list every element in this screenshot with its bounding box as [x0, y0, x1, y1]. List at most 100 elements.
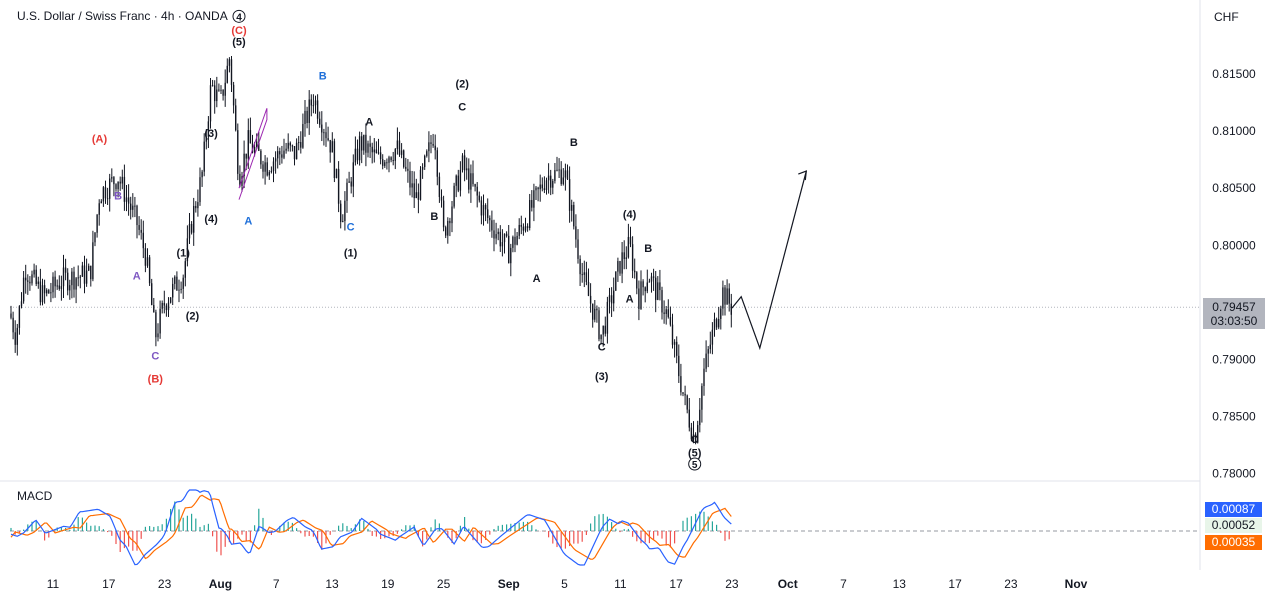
- candle-body: [589, 295, 592, 304]
- candle-body: [20, 301, 23, 307]
- candle-body: [98, 203, 100, 215]
- candle-body: [583, 272, 585, 275]
- wave-label: C: [598, 341, 606, 353]
- candle-body: [667, 309, 669, 318]
- candle-body: [482, 205, 485, 216]
- candle-body: [413, 183, 415, 199]
- wedge-pattern: [238, 108, 268, 200]
- candle-body: [350, 181, 352, 187]
- candle-body: [709, 344, 711, 350]
- candle-body: [186, 238, 189, 262]
- candle-body: [539, 184, 541, 190]
- candle-body: [327, 138, 329, 141]
- last-price-tag: 0.79457 03:03:50: [1203, 298, 1265, 329]
- macd-value-tag: 0.00087: [1205, 502, 1262, 517]
- projection-path: [731, 170, 807, 351]
- candle-body: [81, 265, 84, 277]
- candle-body: [516, 235, 518, 245]
- wave-label: (4): [623, 209, 637, 221]
- y-tick-label: 0.80000: [1212, 238, 1256, 252]
- macd-hist-tag: 0.00052: [1205, 518, 1262, 533]
- candle-body: [304, 110, 306, 125]
- candle-body: [127, 197, 130, 204]
- candle-body: [298, 142, 300, 144]
- candle-body: [293, 146, 296, 160]
- candle-body: [522, 226, 525, 231]
- symbol-title[interactable]: U.S. Dollar / Swiss Franc · 4h · OANDA: [17, 9, 228, 23]
- candle-body: [424, 155, 426, 168]
- candle-body: [491, 220, 493, 231]
- candle-body: [531, 200, 533, 208]
- candle-body: [148, 257, 151, 284]
- y-tick-label: 0.81000: [1212, 124, 1256, 138]
- candle-body: [10, 313, 12, 318]
- candle-body: [676, 341, 678, 356]
- candle-body: [642, 281, 644, 288]
- x-tick-label: 19: [381, 577, 395, 591]
- candle-body: [419, 169, 422, 200]
- candle-body: [629, 236, 632, 245]
- candle-body: [220, 89, 222, 91]
- candle-body: [692, 434, 695, 440]
- y-tick-label: 0.78000: [1212, 467, 1256, 481]
- candle-body: [644, 287, 646, 292]
- y-tick-label: 0.80500: [1212, 181, 1256, 195]
- wave-label: (4): [204, 213, 218, 225]
- candle-body: [302, 124, 304, 148]
- candle-body: [543, 188, 546, 191]
- wave-label: B: [644, 243, 652, 255]
- wave-label: (B): [148, 373, 164, 385]
- macd-signal-tag: 0.00035: [1205, 535, 1262, 550]
- candle-body: [367, 143, 369, 153]
- candle-body: [608, 295, 611, 302]
- candle-body: [466, 168, 468, 171]
- candle-body: [27, 280, 29, 282]
- candle-body: [25, 277, 27, 281]
- candle-body: [300, 142, 302, 148]
- candle-body: [109, 178, 111, 199]
- x-tick-label: 11: [47, 577, 60, 591]
- candle-body: [228, 59, 231, 66]
- x-tick-label: Oct: [778, 577, 798, 591]
- candle-body: [285, 148, 287, 151]
- candle-body: [226, 65, 228, 83]
- candle-body: [476, 186, 478, 196]
- candle-body: [188, 223, 191, 239]
- candle-body: [552, 180, 554, 188]
- candle-body: [31, 274, 33, 284]
- candle-body: [384, 162, 386, 166]
- candle-body: [577, 239, 579, 259]
- candle-body: [440, 197, 443, 201]
- candle-body: [12, 317, 14, 333]
- candle-body: [560, 169, 562, 184]
- candle-body: [239, 173, 241, 186]
- macd-title[interactable]: MACD: [17, 489, 53, 503]
- candle-body: [411, 183, 413, 188]
- candle-body: [701, 386, 703, 410]
- candle-body: [602, 325, 604, 335]
- candle-body: [579, 258, 581, 275]
- candle-body: [253, 146, 256, 153]
- candle-body: [92, 242, 94, 280]
- wave-label: (C): [231, 25, 247, 37]
- candle-body: [329, 140, 331, 153]
- candle-body: [558, 169, 560, 171]
- candle-body: [585, 272, 588, 282]
- candle-body: [533, 190, 535, 208]
- candle-body: [524, 226, 527, 231]
- candle-body: [547, 175, 550, 181]
- candle-body: [650, 276, 653, 282]
- candle-body: [165, 305, 168, 311]
- candle-body: [571, 204, 573, 211]
- candle-body: [48, 290, 50, 294]
- candle-body: [598, 310, 600, 340]
- currency-label[interactable]: CHF: [1214, 10, 1239, 24]
- candle-body: [432, 143, 434, 146]
- candle-body: [682, 392, 684, 394]
- candle-body: [279, 151, 281, 155]
- candle-body: [222, 89, 224, 96]
- candle-body: [455, 175, 457, 186]
- candle-body: [172, 283, 174, 298]
- candle-body: [442, 200, 445, 228]
